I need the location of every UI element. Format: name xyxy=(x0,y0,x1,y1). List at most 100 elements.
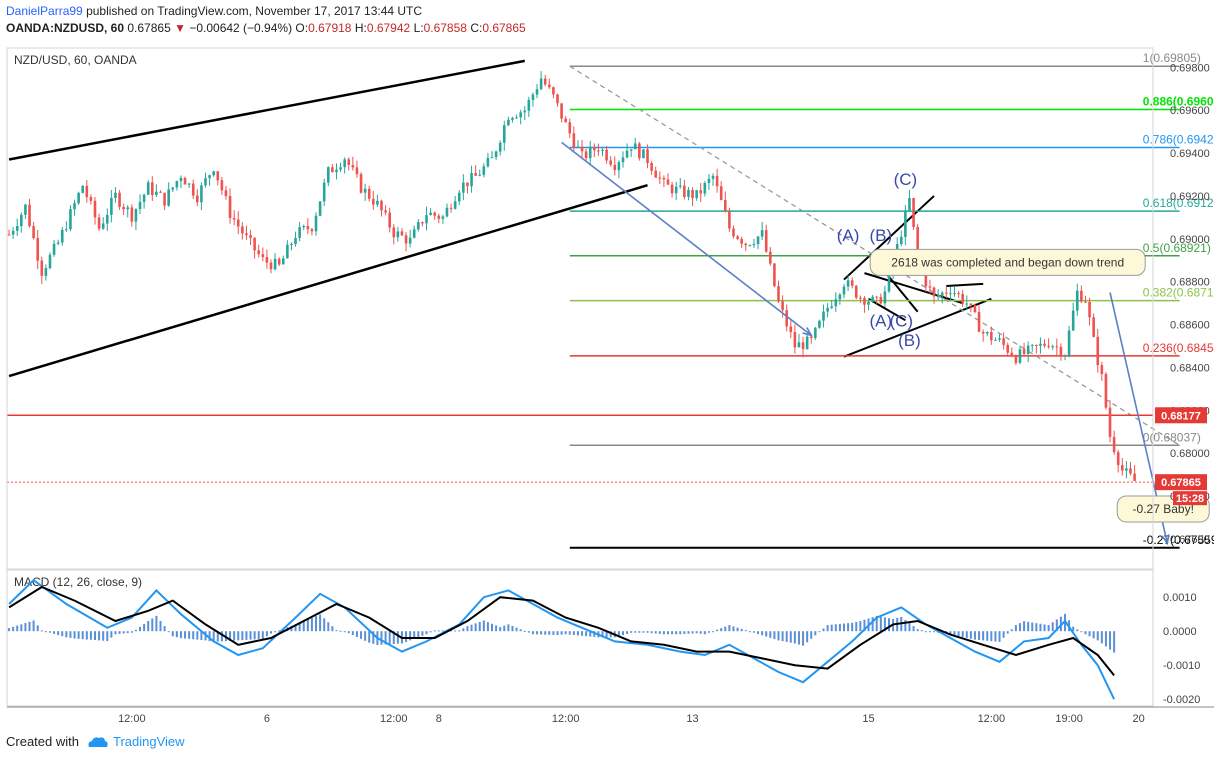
macd-histogram-bar xyxy=(355,631,358,637)
macd-histogram-bar xyxy=(364,631,367,641)
candle-up xyxy=(711,175,715,179)
macd-histogram-bar xyxy=(1014,625,1017,632)
macd-histogram-bar xyxy=(773,631,776,640)
macd-histogram-bar xyxy=(470,624,473,632)
candle-down xyxy=(224,190,228,197)
macd-histogram-bar xyxy=(179,631,182,639)
candle-up xyxy=(134,209,138,222)
candle-down xyxy=(159,191,162,193)
candle-up xyxy=(826,307,829,312)
macd-histogram-bar xyxy=(949,631,952,635)
macd-histogram-bar xyxy=(744,630,747,632)
fib-level-label: 0(0.68037) xyxy=(1143,430,1201,444)
publish-header: DanielParra99 published on TradingView.c… xyxy=(6,4,422,18)
macd-histogram-bar xyxy=(1027,621,1030,632)
candle-down xyxy=(564,118,567,123)
candle-up xyxy=(1051,346,1055,348)
candle-down xyxy=(1047,345,1050,347)
candle-up xyxy=(1030,344,1034,346)
macd-histogram-bar xyxy=(531,631,534,635)
candle-up xyxy=(179,177,183,182)
candle-up xyxy=(56,242,60,244)
candle-up xyxy=(629,149,633,151)
low-value: 0.67858 xyxy=(423,21,467,35)
macd-histogram-bar xyxy=(208,631,211,642)
macd-histogram-bar xyxy=(536,631,539,635)
macd-histogram-bar xyxy=(1084,631,1087,635)
macd-histogram-bar xyxy=(716,629,719,632)
macd-histogram-bar xyxy=(1100,631,1103,644)
macd-histogram-bar xyxy=(838,623,841,632)
candle-up xyxy=(412,229,416,238)
macd-histogram-bar xyxy=(699,631,702,634)
macd-histogram-bar xyxy=(110,631,113,638)
macd-histogram-bar xyxy=(777,631,780,641)
macd-histogram-bar xyxy=(527,631,530,633)
candle-up xyxy=(146,182,150,195)
fib-level-label: 0.236(0.68454) xyxy=(1143,341,1214,355)
candle-down xyxy=(228,196,232,218)
candle-up xyxy=(290,243,293,245)
candle-up xyxy=(1039,343,1042,346)
time-tick-label: 12:00 xyxy=(552,713,580,724)
candle-up xyxy=(73,203,76,210)
candle-up xyxy=(77,192,80,204)
macd-histogram-bar xyxy=(924,631,927,633)
macd-histogram-bar xyxy=(683,631,686,635)
tradingview-link[interactable]: TradingView xyxy=(87,734,185,749)
macd-histogram-bar xyxy=(61,631,64,637)
candle-down xyxy=(683,185,686,197)
candle-down xyxy=(1055,346,1059,348)
candle-up xyxy=(899,236,903,245)
candle-up xyxy=(805,336,809,350)
macd-histogram-bar xyxy=(163,626,166,632)
time-tick-label: 13 xyxy=(686,713,698,724)
current-price-badge: 0.67865 xyxy=(1161,477,1201,489)
macd-histogram-bar xyxy=(65,631,68,638)
macd-histogram-bar xyxy=(323,618,326,632)
macd-histogram-bar xyxy=(327,622,330,632)
macd-histogram-bar xyxy=(1092,631,1095,639)
price-pane[interactable]: 1(0.69805) 0.886(0.69603) 0.786(0.69426) 0.… xyxy=(7,51,1214,549)
candle-down xyxy=(433,212,437,216)
macd-histogram-bar xyxy=(654,631,657,634)
candle-down xyxy=(928,286,932,288)
author-link[interactable]: DanielParra99 xyxy=(6,4,83,18)
candle-down xyxy=(793,332,797,348)
candle-down xyxy=(543,78,547,85)
candle-down xyxy=(789,326,793,333)
macd-histogram-bar xyxy=(48,631,51,633)
macd-histogram-bar xyxy=(351,631,354,636)
macd-histogram-bar xyxy=(466,626,469,632)
candle-up xyxy=(52,243,56,255)
macd-histogram-bar xyxy=(847,623,850,632)
candle-up xyxy=(298,227,301,238)
candle-up xyxy=(846,280,850,287)
candle-up xyxy=(601,149,604,151)
candle-up xyxy=(539,78,543,90)
candle-down xyxy=(584,151,588,159)
macd-histogram-bar xyxy=(933,631,936,633)
candle-down xyxy=(728,211,731,229)
candle-down xyxy=(220,180,224,191)
fib-level-label: 0.618(0.69129) xyxy=(1143,196,1214,210)
macd-histogram-bar xyxy=(617,631,620,637)
candle-down xyxy=(723,199,727,212)
macd-histogram-bar xyxy=(728,625,731,632)
candle-down xyxy=(736,236,739,239)
candle-down xyxy=(981,331,985,334)
candle-down xyxy=(351,164,355,168)
candle-down xyxy=(556,94,559,104)
candle-down xyxy=(421,222,424,224)
macd-histogram-bar xyxy=(724,626,727,632)
time-tick-label: 6 xyxy=(264,713,270,724)
chart-area[interactable]: 1(0.69805) 0.886(0.69603) 0.786(0.69426) 0.… xyxy=(0,38,1214,724)
channel-upper-line xyxy=(8,59,525,161)
ohlc-header: OANDA:NZDUSD, 60 0.67865 ▼ −0.00642 (−0.… xyxy=(6,21,526,35)
macd-pane-title: MACD (12, 26, close, 9) xyxy=(14,575,142,589)
annotation-box[interactable] xyxy=(869,248,1146,276)
macd-histogram-bar xyxy=(765,631,768,637)
candle-up xyxy=(511,117,514,120)
candle-down xyxy=(1084,301,1087,303)
macd-pane[interactable]: MACD (12, 26, close, 9) xyxy=(8,575,1116,700)
